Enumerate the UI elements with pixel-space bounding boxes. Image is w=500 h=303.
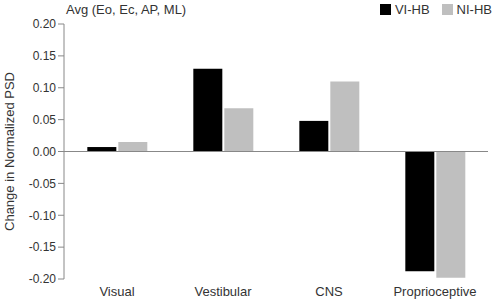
svg-text:-0.20: -0.20 xyxy=(29,272,57,286)
html-text:VI-HB: VI-HB xyxy=(394,2,430,17)
svg-text:0.00: 0.00 xyxy=(33,145,57,159)
svg-text:0.15: 0.15 xyxy=(33,49,57,63)
svg-text:Proprioceptive: Proprioceptive xyxy=(393,284,476,299)
svg-text:Vestibular: Vestibular xyxy=(194,284,252,299)
svg-text:-0.05: -0.05 xyxy=(29,177,57,191)
svg-text:Change in Normalized PSD: Change in Normalized PSD xyxy=(8,72,17,231)
svg-text:0.05: 0.05 xyxy=(33,113,57,127)
svg-text:CNS: CNS xyxy=(315,284,343,299)
svg-text:-0.10: -0.10 xyxy=(29,209,57,223)
html-text:Avg (Eo, Ec, AP, ML): Avg (Eo, Ec, AP, ML) xyxy=(66,2,187,17)
svg-text:Visual: Visual xyxy=(99,284,134,299)
svg-text:-0.15: -0.15 xyxy=(29,240,57,254)
html-text:NI-HB: NI-HB xyxy=(456,2,492,17)
svg-text:0.10: 0.10 xyxy=(33,81,57,95)
svg-text:0.20: 0.20 xyxy=(33,17,57,31)
